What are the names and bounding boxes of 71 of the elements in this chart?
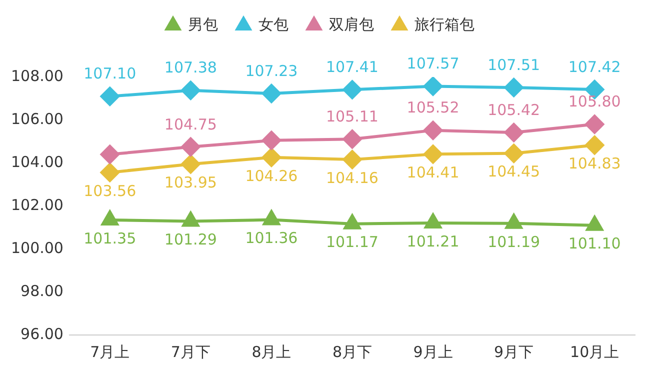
- data-label: 105.11: [326, 108, 378, 126]
- data-label: 101.10: [568, 234, 621, 253]
- point: [181, 80, 200, 100]
- point: [263, 210, 280, 226]
- data-label: 105.80: [568, 92, 621, 111]
- data-label: 101.21: [406, 232, 460, 250]
- data-label: 107.57: [406, 54, 460, 73]
- data-label: 104.16: [326, 168, 378, 187]
- point: [344, 214, 361, 230]
- data-label: 101.17: [326, 233, 378, 252]
- data-label: 104.41: [406, 164, 460, 182]
- point: [342, 80, 362, 100]
- point: [424, 213, 442, 228]
- data-label: 107.51: [488, 56, 540, 74]
- data-label: 101.35: [84, 229, 136, 248]
- data-label: 105.42: [488, 100, 540, 119]
- data-label: 107.38: [164, 58, 217, 77]
- data-label: 104.26: [245, 166, 298, 185]
- y-tick-label: 98.00: [20, 282, 64, 300]
- point: [585, 136, 604, 155]
- y-tick-label: 106.00: [10, 110, 64, 128]
- point: [100, 144, 120, 164]
- y-tick-label: 104.00: [10, 152, 64, 171]
- point: [585, 114, 604, 134]
- data-label: 103.56: [84, 182, 136, 200]
- data-label: 104.83: [568, 154, 621, 173]
- data-label: 107.42: [568, 58, 621, 76]
- legend-label: 男包: [188, 15, 218, 34]
- data-label: 107.41: [326, 58, 378, 76]
- point: [504, 78, 524, 98]
- data-label: 101.36: [245, 229, 298, 248]
- point: [100, 162, 120, 182]
- point: [505, 214, 522, 229]
- point: [181, 137, 200, 156]
- point: [342, 130, 362, 149]
- data-label: 101.19: [488, 232, 540, 251]
- y-tick-label: 96.00: [20, 324, 64, 343]
- point: [424, 120, 443, 140]
- point: [504, 144, 524, 163]
- x-tick-label: 7月下: [170, 342, 210, 361]
- legend-label: 女包: [258, 15, 288, 34]
- data-label: 107.10: [84, 64, 136, 83]
- point: [100, 86, 120, 106]
- x-tick-label: 8月下: [332, 342, 372, 361]
- data-label: 101.29: [164, 230, 217, 249]
- x-tick-label: 9月下: [494, 342, 534, 361]
- data-label: 103.95: [164, 173, 217, 192]
- point: [101, 210, 118, 226]
- point: [424, 144, 443, 164]
- x-tick-label: 7月上: [90, 342, 130, 361]
- point: [262, 148, 281, 167]
- point: [182, 212, 200, 227]
- legend-label: 双肩包: [329, 15, 374, 34]
- point: [504, 122, 524, 142]
- point: [181, 154, 200, 174]
- point: [586, 216, 604, 231]
- point: [424, 77, 443, 96]
- y-tick-label: 100.00: [10, 238, 64, 257]
- point: [262, 84, 281, 104]
- legend-label: 旅行箱包: [414, 15, 474, 34]
- data-label: 105.52: [406, 98, 460, 117]
- point: [262, 130, 281, 150]
- data-label: 104.45: [488, 162, 540, 181]
- data-label: 107.23: [245, 62, 298, 80]
- x-tick-label: 9月上: [413, 342, 453, 361]
- y-tick-label: 102.00: [10, 196, 64, 214]
- y-tick-label: 108.00: [10, 66, 64, 85]
- data-label: 104.75: [164, 115, 217, 134]
- x-tick-label: 8月上: [252, 342, 292, 361]
- point: [342, 150, 362, 170]
- x-tick-label: 10月上: [570, 342, 620, 361]
